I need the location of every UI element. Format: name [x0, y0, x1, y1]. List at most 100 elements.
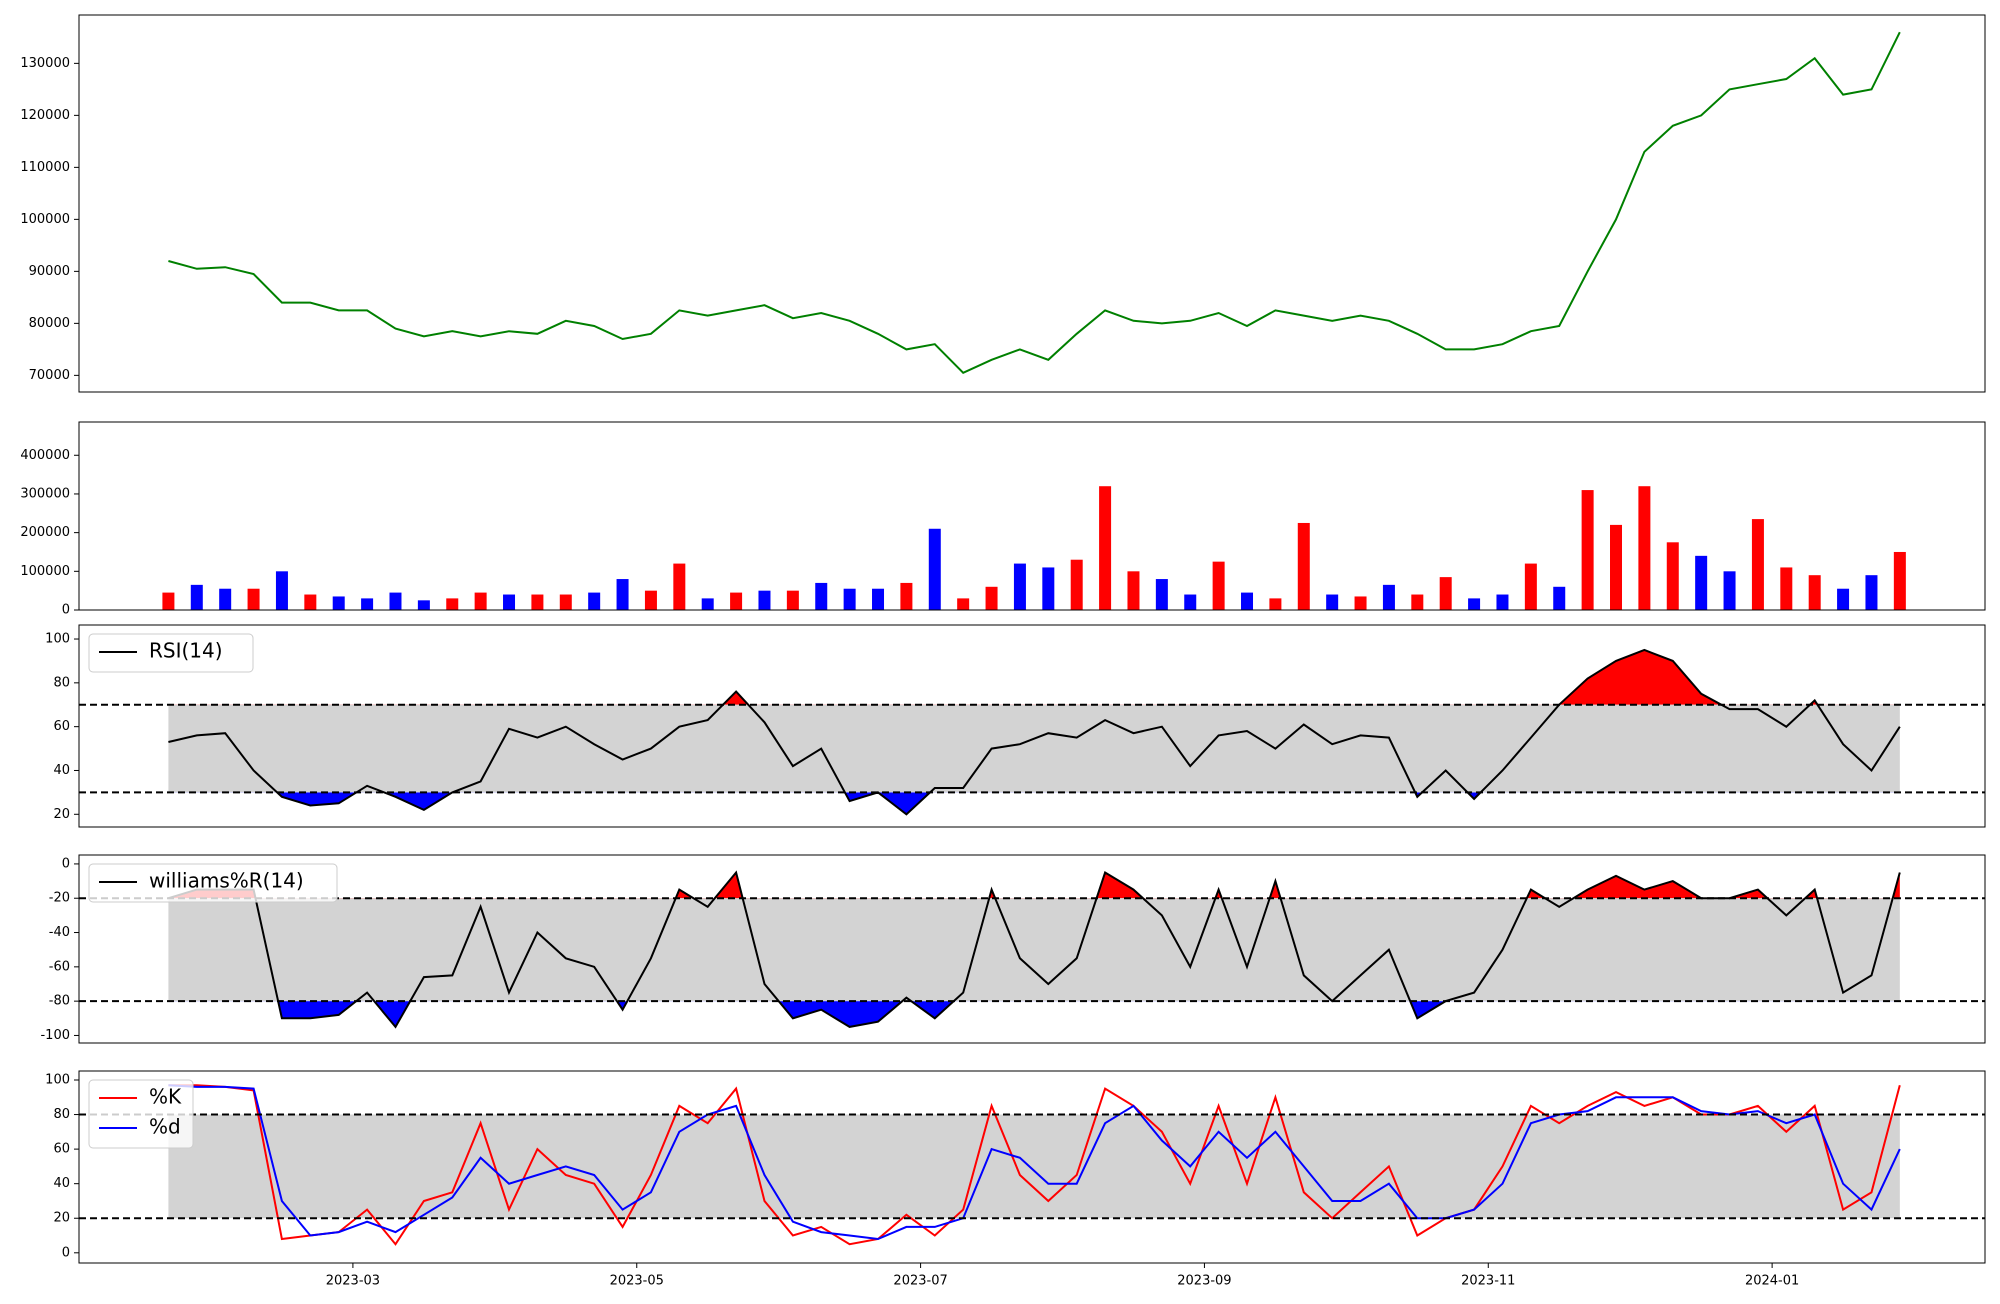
- y-tick-label: 100: [45, 1072, 70, 1087]
- volume-bar: [900, 582, 913, 610]
- y-tick-label: 40: [53, 763, 70, 778]
- volume-bar: [872, 588, 885, 610]
- volume-bar: [1013, 563, 1026, 610]
- volume-bar: [1382, 584, 1395, 610]
- volume-bar: [1241, 592, 1254, 610]
- axes-frame: [78, 14, 1986, 393]
- volume-bar: [758, 590, 771, 610]
- volume-bar: [1326, 594, 1339, 610]
- y-tick-label: 300000: [20, 486, 70, 501]
- x-tick-label: 2023-03: [326, 1274, 380, 1289]
- legend-box: [88, 863, 338, 903]
- volume-bar: [1666, 542, 1679, 610]
- volume-bar: [1780, 567, 1793, 610]
- volume-bar: [1553, 586, 1566, 610]
- volume-bar: [815, 582, 828, 610]
- volume-bar: [1865, 575, 1878, 610]
- y-tick-label: 60: [53, 1142, 70, 1157]
- volume-bar: [1524, 563, 1537, 610]
- y-tick-label: 80: [53, 1107, 70, 1122]
- volume-bar: [446, 598, 459, 610]
- y-tick-label: 100000: [20, 212, 70, 227]
- y-tick-label: 120000: [20, 108, 70, 123]
- volume-bar: [701, 598, 714, 610]
- volume-bar: [304, 594, 317, 610]
- y-tick-label: -100: [40, 1028, 70, 1043]
- y-tick-label: 40: [53, 1176, 70, 1191]
- volume-bar: [389, 592, 402, 610]
- legend: %K %d: [88, 1079, 194, 1149]
- legend-label: williams%R(14): [149, 869, 304, 893]
- y-tick-label: 100: [45, 632, 70, 647]
- axes-frame: [78, 624, 1986, 828]
- volume-bar: [1042, 567, 1055, 610]
- volume-bar: [474, 592, 487, 610]
- volume-bar: [219, 588, 232, 610]
- volume-bar: [361, 598, 374, 610]
- legend-label: %d: [149, 1115, 181, 1139]
- volume-bar: [1893, 551, 1906, 610]
- x-tick-label: 2023-09: [1177, 1274, 1231, 1289]
- legend-label: %K: [149, 1085, 182, 1109]
- x-tick-label: 2024-01: [1745, 1274, 1799, 1289]
- volume-bar: [1099, 486, 1112, 610]
- x-tick-label: 2023-11: [1461, 1274, 1515, 1289]
- y-tick-label: -20: [49, 891, 70, 906]
- volume-bar: [1695, 555, 1708, 610]
- volume-bar: [247, 588, 260, 610]
- volume-bar: [1610, 524, 1623, 610]
- axes-frame: [78, 1070, 1986, 1264]
- legend: RSI(14): [88, 633, 254, 673]
- volume-bar: [190, 584, 203, 610]
- volume-bar: [957, 598, 970, 610]
- x-tick-label: 2023-05: [610, 1274, 664, 1289]
- volume-bar: [588, 592, 601, 610]
- legend-label: RSI(14): [149, 639, 223, 663]
- volume-bar: [985, 586, 998, 610]
- volume-bar: [332, 596, 345, 610]
- volume-bar: [417, 600, 430, 610]
- volume-bar: [1837, 588, 1850, 610]
- series-line: [168, 31, 1901, 374]
- volume-bar: [1155, 579, 1168, 610]
- volume-bar: [1468, 598, 1481, 610]
- volume-bar: [928, 528, 941, 610]
- y-tick-label: 70000: [29, 368, 70, 383]
- y-tick-label: 20: [53, 807, 70, 822]
- y-tick-label: 130000: [20, 56, 70, 71]
- volume-bar: [1184, 594, 1197, 610]
- series-line: [168, 1084, 1901, 1246]
- volume-bar: [559, 594, 572, 610]
- y-tick-label: 60: [53, 719, 70, 734]
- neutral-band: [168, 1114, 1900, 1219]
- volume-bar: [616, 579, 629, 610]
- y-tick-label: 0: [62, 1245, 70, 1260]
- volume-bar: [1297, 522, 1310, 610]
- volume-bar: [730, 592, 743, 610]
- y-tick-label: 0: [62, 603, 70, 618]
- y-tick-label: 80000: [29, 316, 70, 331]
- volume-bar: [1269, 598, 1282, 610]
- volume-bar: [1751, 519, 1764, 610]
- volume-bar: [1808, 575, 1821, 610]
- y-tick-label: 100000: [20, 564, 70, 579]
- axes-frame: [78, 421, 1986, 611]
- volume-bar: [1070, 559, 1083, 610]
- volume-bar: [1723, 571, 1736, 610]
- y-tick-label: 80: [53, 675, 70, 690]
- series-line: [168, 870, 1901, 1029]
- extreme-fill: [168, 792, 1900, 815]
- volume-bar: [1581, 490, 1594, 610]
- y-tick-label: 20: [53, 1211, 70, 1226]
- volume-bar: [673, 563, 686, 610]
- volume-bar: [275, 571, 288, 610]
- volume-bar: [503, 594, 516, 610]
- y-tick-label: 0: [62, 856, 70, 871]
- y-tick-label: 110000: [20, 160, 70, 175]
- neutral-band: [168, 898, 1900, 1002]
- y-tick-label: 400000: [20, 448, 70, 463]
- volume-bar: [1354, 596, 1367, 610]
- volume-bar: [1439, 577, 1452, 610]
- volume-bar: [1127, 571, 1140, 610]
- x-tick-label: 2023-07: [893, 1274, 947, 1289]
